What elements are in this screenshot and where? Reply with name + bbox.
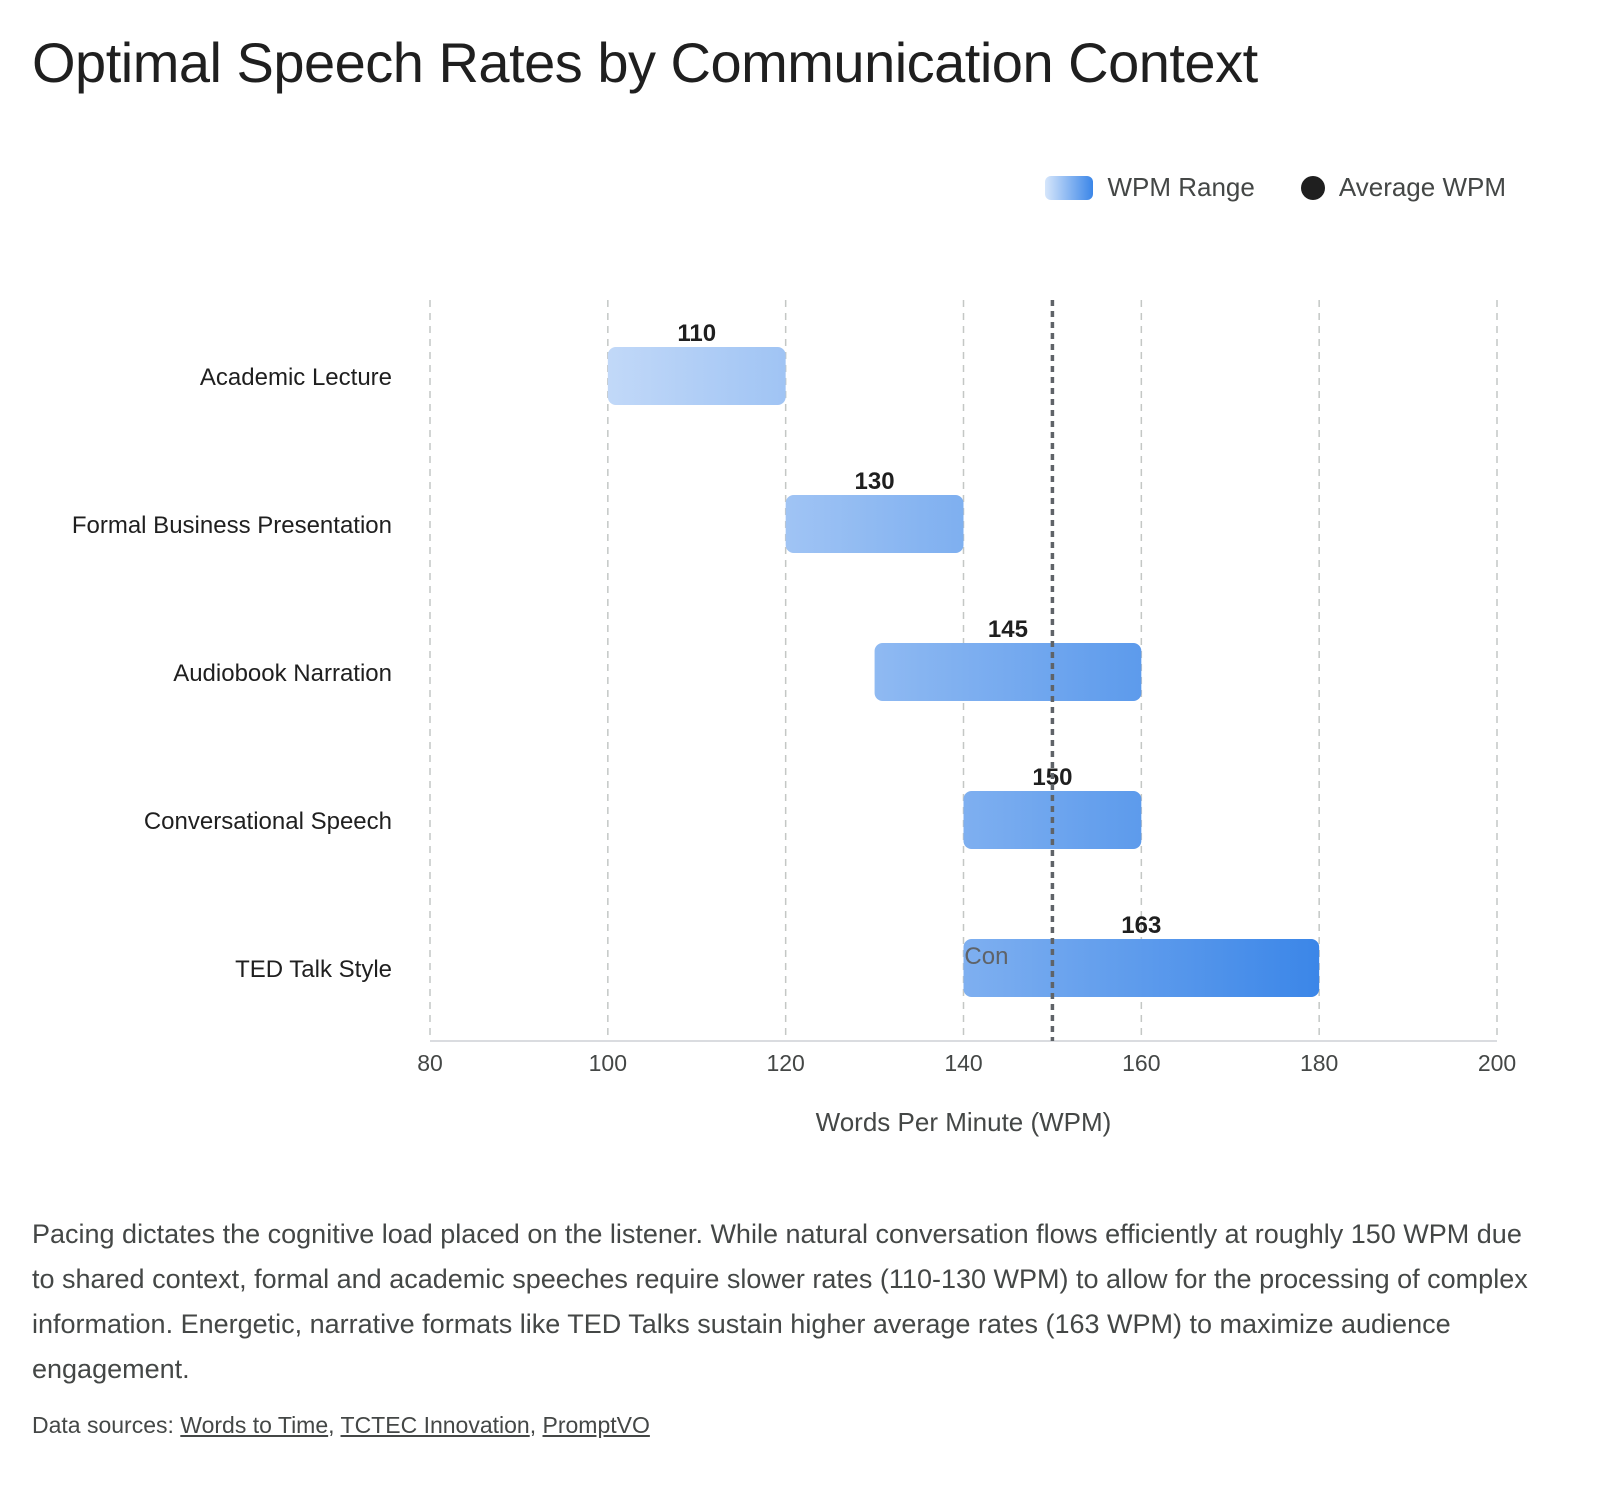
range-chart: Con 80 100 120 140 160 180 200 Words Per Minute… xyxy=(72,300,1516,1137)
legend-item-range: WPM Range xyxy=(1045,172,1255,203)
x-tick-label: 200 xyxy=(1478,1050,1516,1076)
average-value-label: 145 xyxy=(988,616,1028,643)
x-tick-label: 180 xyxy=(1300,1050,1338,1076)
average-value-label: 163 xyxy=(1121,912,1161,939)
data-sources: Data sources: Words to Time, TCTEC Innov… xyxy=(32,1412,650,1439)
category-label: Formal Business Presentation xyxy=(72,512,392,539)
sources-separator: , xyxy=(529,1412,543,1438)
category-label: TED Talk Style xyxy=(235,956,392,983)
reference-line-label: Con xyxy=(964,943,1008,970)
sources-prefix: Data sources: xyxy=(32,1412,181,1438)
range-bar xyxy=(785,495,964,553)
chart-description: Pacing dictates the cognitive load place… xyxy=(32,1219,1528,1384)
chart-legend: WPM Range Average WPM xyxy=(1045,172,1506,203)
x-tick-label: 100 xyxy=(589,1050,627,1076)
x-tick-label: 140 xyxy=(944,1050,982,1076)
range-bar xyxy=(607,347,786,405)
average-value-label: 130 xyxy=(855,468,895,495)
average-value-label: 110 xyxy=(677,320,716,347)
x-tick-label: 120 xyxy=(766,1050,804,1076)
category-label: Academic Lecture xyxy=(200,364,392,391)
legend-item-average: Average WPM xyxy=(1300,172,1506,203)
legend-range-label: WPM Range xyxy=(1107,172,1255,202)
legend-range-swatch xyxy=(1045,175,1094,200)
source-link-tctec-innovation[interactable]: TCTEC Innovation xyxy=(340,1412,530,1438)
x-tick-label: 160 xyxy=(1122,1050,1160,1076)
legend-average-label: Average WPM xyxy=(1338,172,1506,202)
range-bar xyxy=(874,643,1142,701)
x-tick-label: 80 xyxy=(417,1050,443,1076)
range-bar xyxy=(963,939,1320,997)
category-label: Audiobook Narration xyxy=(173,660,392,687)
source-link-promptvo[interactable]: PromptVO xyxy=(542,1412,650,1438)
page-title: Optimal Speech Rates by Communication Co… xyxy=(32,31,1258,94)
legend-average-dot xyxy=(1300,175,1325,200)
category-label: Conversational Speech xyxy=(144,808,392,835)
source-link-words-to-time[interactable]: Words to Time xyxy=(180,1412,329,1438)
sources-separator: , xyxy=(328,1412,341,1438)
x-axis-title: Words Per Minute (WPM) xyxy=(816,1107,1112,1137)
